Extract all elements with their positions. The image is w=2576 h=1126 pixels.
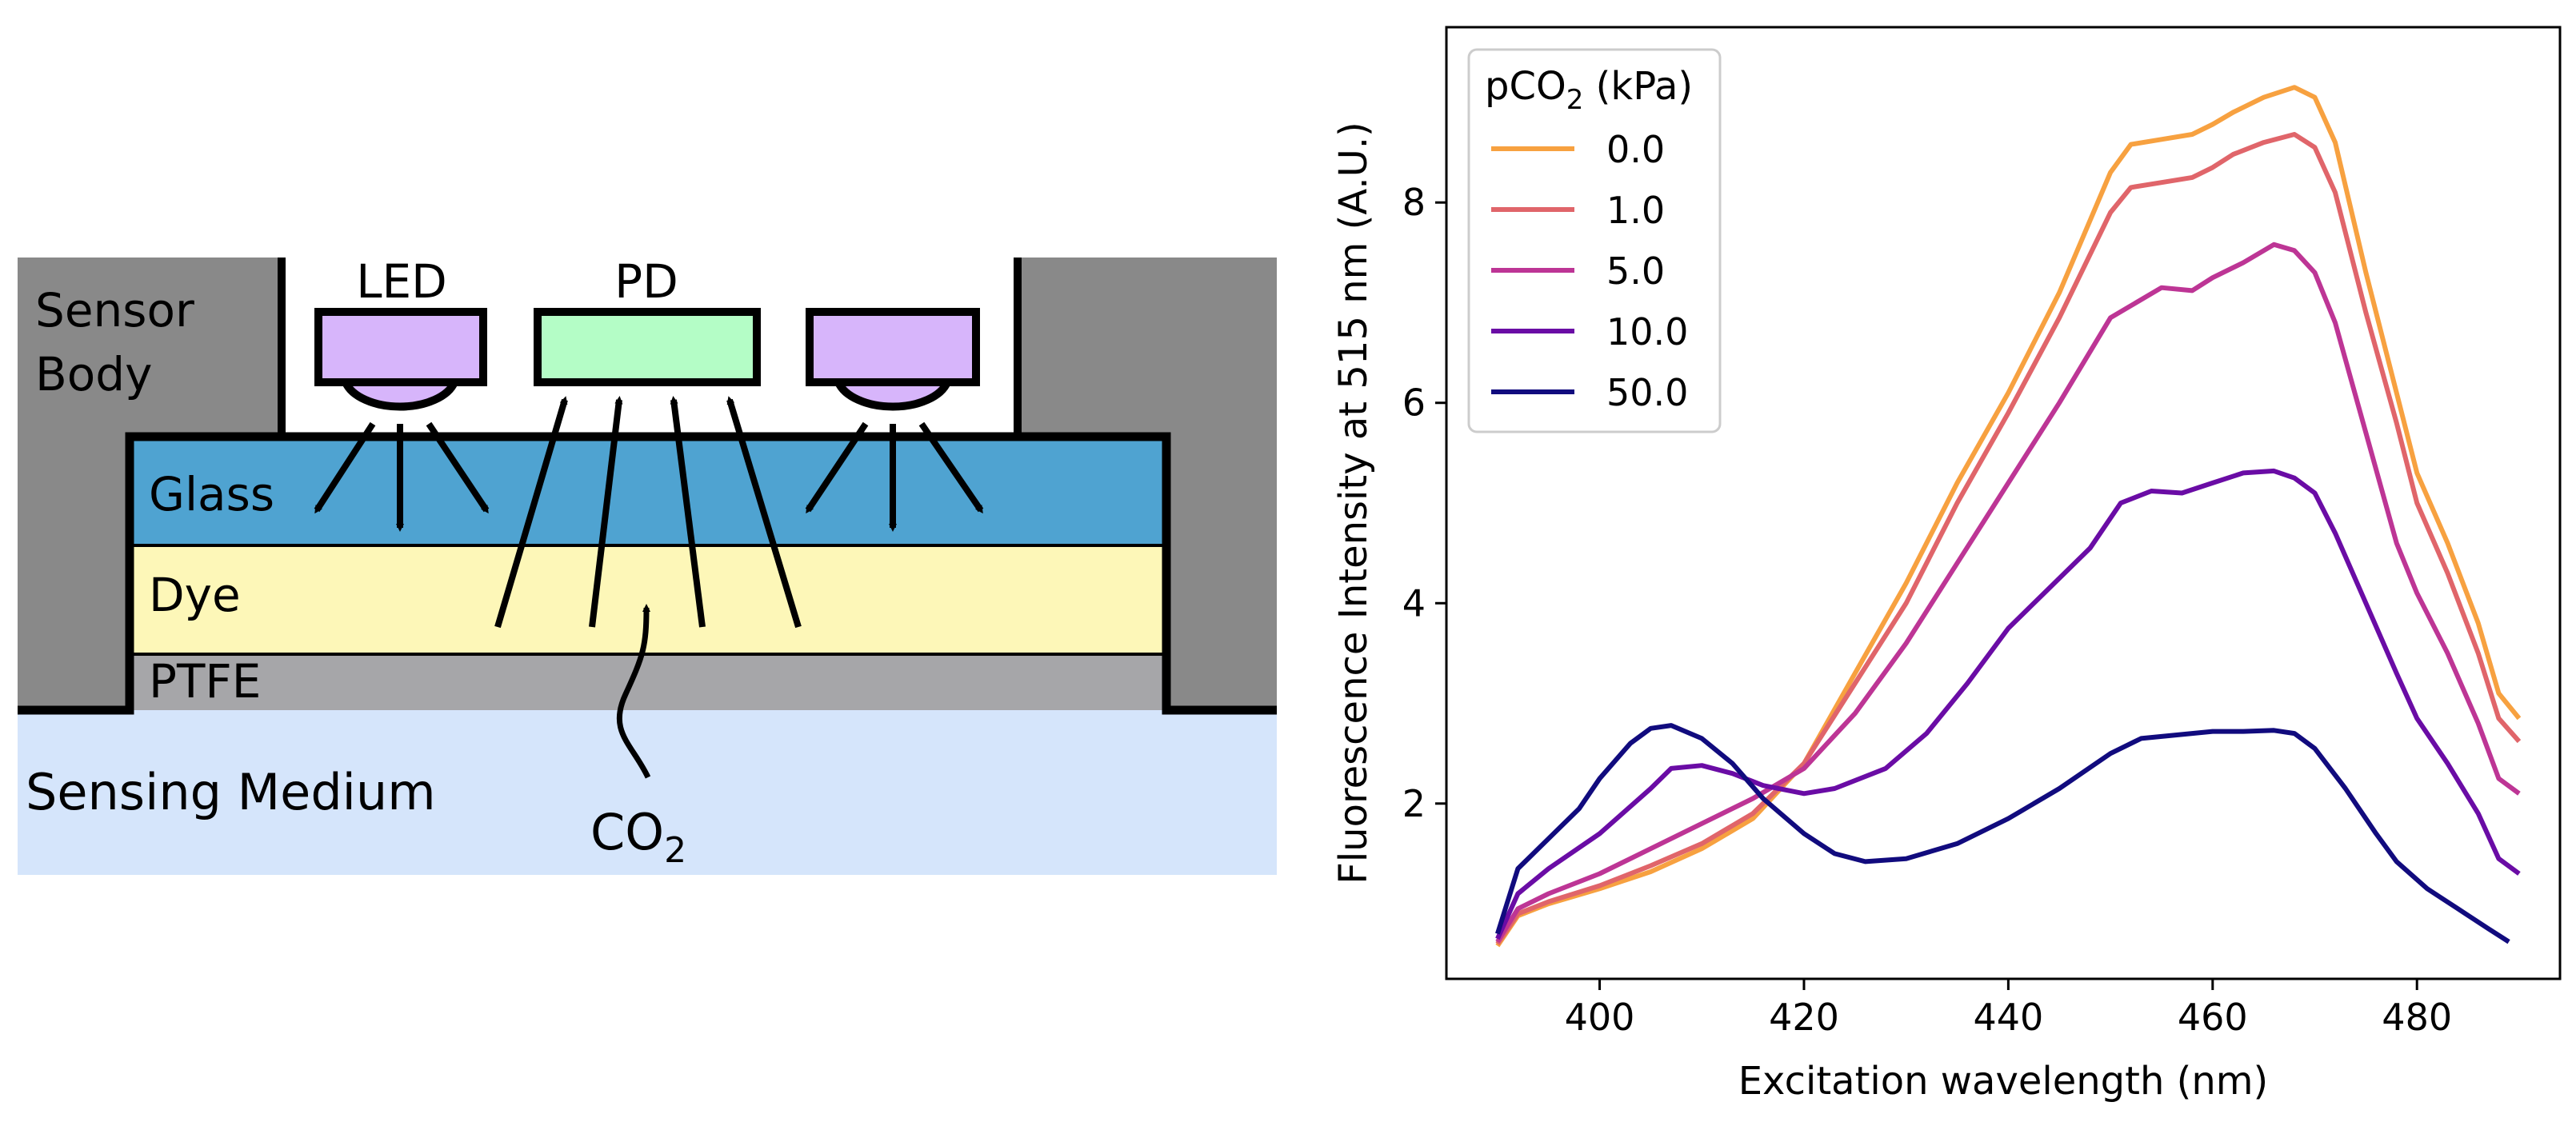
co2-diffusion-arrow: [616, 604, 651, 779]
fluorescence-chart: 400 420 440 460 480 2 4 6 8 Excitation waveleng…: [1331, 26, 2562, 1104]
x-axis-ticks: 400 420 440 460 480: [1565, 979, 2452, 1039]
co2-label: CO2: [590, 803, 686, 871]
photodiode: [534, 308, 761, 386]
legend-label: 10.0: [1606, 310, 1688, 353]
x-tick-label: 400: [1565, 996, 1635, 1039]
y-tick-label: 8: [1402, 181, 1426, 224]
pd-label: PD: [614, 254, 678, 309]
legend-label: 50.0: [1606, 371, 1688, 414]
led-right: [806, 308, 980, 411]
dye-layer: [130, 545, 1166, 654]
led-label: LED: [356, 254, 447, 309]
series-line-5.0: [1495, 242, 2521, 944]
legend-label: 5.0: [1606, 250, 1665, 293]
led-left-emission-arrows: [314, 421, 490, 532]
led-left: [314, 308, 487, 411]
y-tick-label: 6: [1402, 381, 1426, 425]
series-line-50.0: [1495, 723, 2510, 944]
led-right-emission-arrows: [805, 421, 984, 532]
legend-entries: 0.0 1.0 5.0 10.0 50.0: [1491, 128, 1688, 414]
series-lines: [1495, 85, 2522, 948]
series-line-1.0: [1495, 132, 2522, 945]
legend-label: 0.0: [1606, 128, 1665, 171]
y-axis-label: Fluorescence Intensity at 515 nm (A.U.): [1331, 122, 1376, 884]
sensor-body-label-line1: Sensor: [35, 283, 194, 337]
glass-label: Glass: [149, 467, 274, 521]
sensor-schematic: Sensor Body LED PD Glass Dye PTFE Sensin…: [18, 254, 1277, 875]
legend: pCO2 (kPa) 0.0 1.0 5.0 10.0 50.0: [1467, 48, 1722, 433]
series-line-10.0: [1495, 468, 2521, 940]
housing-outline: [18, 432, 1277, 715]
legend-frame: [1467, 48, 1722, 433]
x-tick-label: 440: [1973, 996, 2043, 1039]
sensor-body-label-line2: Body: [35, 347, 152, 401]
y-axis-ticks: 2 4 6 8: [1402, 181, 1446, 825]
x-axis-label: Excitation wavelength (nm): [1738, 1059, 2269, 1104]
legend-label: 1.0: [1606, 189, 1665, 232]
sensing-medium-region: [18, 710, 1277, 875]
glass-layer: [130, 437, 1166, 545]
ptfe-label: PTFE: [149, 654, 261, 709]
x-tick-label: 480: [2382, 996, 2452, 1039]
sensing-medium-label: Sensing Medium: [26, 763, 436, 821]
y-tick-label: 4: [1402, 581, 1426, 625]
x-tick-label: 460: [2178, 996, 2248, 1039]
dye-label: Dye: [149, 568, 241, 622]
y-tick-label: 2: [1402, 782, 1426, 825]
legend-title: pCO2 (kPa): [1485, 64, 1693, 116]
ptfe-layer: [130, 654, 1166, 710]
series-line-0.0: [1495, 85, 2522, 948]
fluorescence-arrows: [494, 396, 802, 629]
x-tick-label: 420: [1769, 996, 1839, 1039]
